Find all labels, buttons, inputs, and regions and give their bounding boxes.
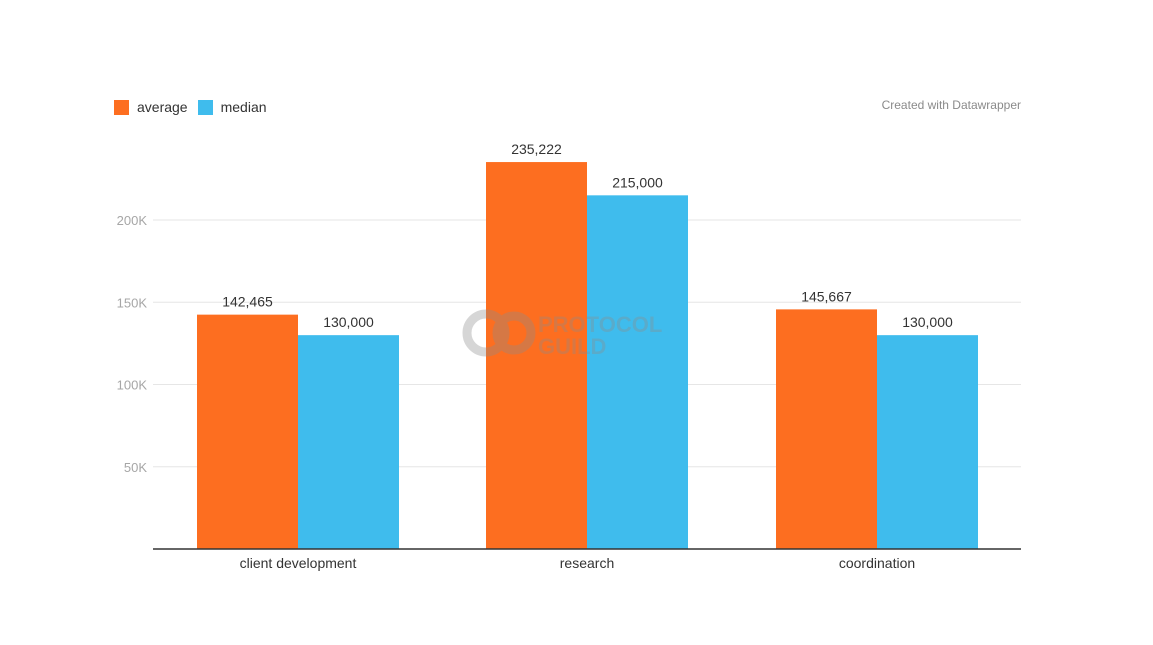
watermark-line2: GUILD: [538, 334, 606, 359]
bar-average: [197, 314, 298, 549]
y-tick-label: 200K: [117, 213, 148, 228]
legend-item-median: median: [197, 99, 267, 115]
credit-text: Created with Datawrapper: [881, 98, 1021, 112]
legend-label-median: median: [220, 99, 267, 115]
legend: average median: [114, 99, 277, 115]
data-label: 215,000: [612, 174, 663, 190]
bar-average: [776, 309, 877, 549]
watermark-logo: PROTOCOL GUILD: [462, 309, 662, 359]
x-tick-label: coordination: [839, 555, 915, 571]
y-tick-label: 50K: [124, 460, 147, 475]
data-label: 130,000: [323, 314, 374, 330]
bar-median: [298, 335, 399, 549]
bar-median: [877, 335, 978, 549]
legend-item-average: average: [114, 99, 188, 115]
x-tick-label: client development: [240, 555, 357, 571]
legend-swatch-median: [197, 99, 213, 115]
y-tick-label: 150K: [117, 295, 148, 310]
data-label: 142,465: [222, 294, 273, 310]
bars: [197, 162, 978, 549]
watermark-ring-icon: [462, 309, 510, 357]
watermark-ring-icon: [492, 311, 536, 355]
data-label: 145,667: [801, 288, 852, 304]
legend-swatch-average: [114, 99, 129, 115]
data-label: 130,000: [902, 314, 953, 330]
bar-average: [486, 162, 587, 549]
y-tick-label: 100K: [117, 378, 148, 393]
watermark-line1: PROTOCOL: [538, 312, 662, 337]
x-tick-label: research: [560, 555, 614, 571]
bar-median: [587, 195, 688, 549]
x-axis: client development research coordination: [153, 548, 1021, 571]
value-labels: 142,465 130,000 235,222 215,000 145,667 130,0…: [222, 141, 953, 330]
data-label: 235,222: [511, 141, 562, 157]
legend-label-average: average: [137, 99, 188, 115]
